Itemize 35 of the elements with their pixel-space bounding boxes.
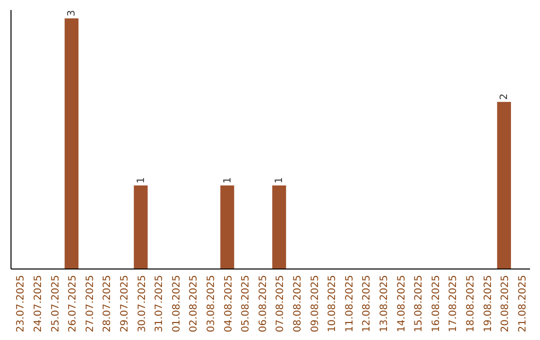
- data-label: 1: [136, 177, 147, 184]
- x-tick-label: 18.08.2025: [465, 275, 476, 332]
- x-tick-label: 04.08.2025: [223, 275, 234, 332]
- x-tick-label: 24.07.2025: [32, 275, 44, 332]
- x-tick-label: 30.07.2025: [136, 275, 148, 332]
- x-tick-label: 28.07.2025: [102, 275, 114, 332]
- x-tick-label: 08.08.2025: [292, 275, 304, 332]
- x-tick-label: 05.08.2025: [240, 275, 252, 332]
- x-tick-label: 02.08.2025: [188, 275, 200, 332]
- x-tick-label: 10.08.2025: [327, 275, 338, 332]
- x-tick-label: 11.08.2025: [344, 275, 356, 332]
- data-label: 3: [66, 10, 78, 16]
- x-tick-label: 19.08.2025: [482, 275, 494, 332]
- x-tick-label: 15.08.2025: [414, 275, 425, 332]
- x-tick-label: 06.08.2025: [258, 275, 269, 332]
- x-tick-label: 07.08.2025: [275, 275, 286, 332]
- data-label: 1: [222, 177, 234, 184]
- data-label: 2: [499, 94, 510, 100]
- x-tick-label: 14.08.2025: [396, 275, 408, 332]
- x-tick-label: 12.08.2025: [362, 275, 373, 332]
- x-tick-label: 17.08.2025: [448, 275, 460, 332]
- x-tick-label: 03.08.2025: [206, 275, 217, 332]
- x-tick-label: 01.08.2025: [171, 275, 182, 332]
- x-tick-label: 23.07.2025: [16, 275, 27, 332]
- x-tick-label: 31.07.2025: [154, 275, 166, 332]
- x-tick-label: 26.07.2025: [68, 275, 79, 332]
- data-label: 1: [274, 177, 286, 184]
- x-tick-label: 09.08.2025: [310, 275, 321, 332]
- x-tick-label: 13.08.2025: [378, 275, 390, 332]
- x-tick-label: 20.08.2025: [500, 275, 512, 332]
- x-tick-label: 27.07.2025: [84, 275, 96, 332]
- x-tick-label: 25.07.2025: [50, 275, 62, 332]
- x-tick-label: 21.08.2025: [517, 275, 528, 332]
- x-tick-label: 16.08.2025: [430, 275, 442, 332]
- x-tick-label: 29.07.2025: [119, 275, 130, 332]
